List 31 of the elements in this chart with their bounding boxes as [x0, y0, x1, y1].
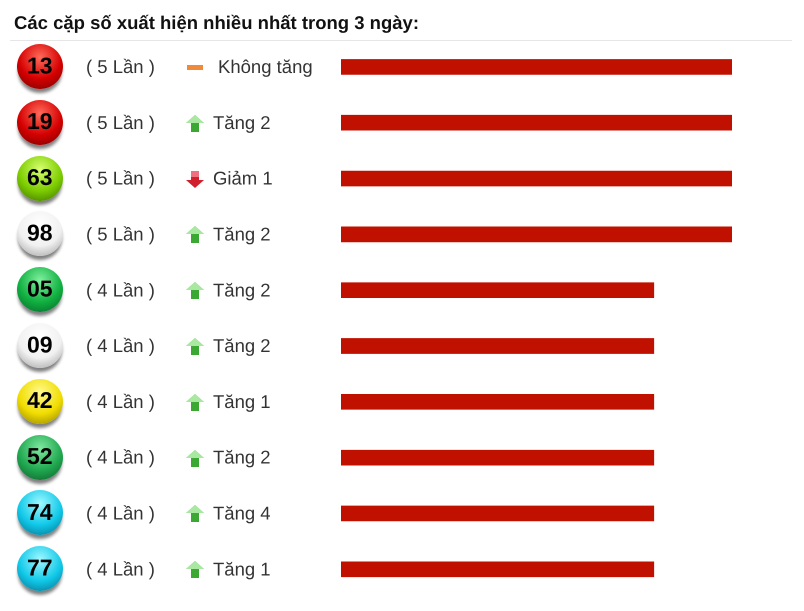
text: Tăng 2 — [213, 279, 271, 300]
y-tick-label: 63 — [27, 164, 53, 190]
data-label: ( 4 Lần ) — [86, 502, 155, 524]
data-label: ( 5 Lần ) — [86, 112, 155, 133]
chart-title: Các cặp số xuất hiện nhiều nhất trong 3 ngày: — [14, 12, 420, 34]
y-tick-label: 52 — [27, 442, 53, 469]
y-tick-label: 05 — [27, 276, 53, 302]
y-tick-label: 13 — [27, 52, 53, 78]
data-label: ( 5 Lần ) — [86, 223, 155, 244]
text: Tăng 2 — [213, 112, 271, 133]
data-label: ( 4 Lần ) — [86, 558, 155, 580]
data-label: ( 4 Lần ) — [86, 279, 155, 300]
y-tick-label: 74 — [27, 498, 53, 525]
text: Không tăng — [218, 56, 313, 78]
text: Tăng 2 — [213, 223, 271, 244]
data-label: ( 5 Lần ) — [86, 168, 155, 189]
text: Tăng 2 — [213, 335, 271, 356]
text: Tăng 4 — [213, 502, 271, 524]
y-tick-label: 98 — [27, 220, 53, 246]
text: Giảm 1 — [213, 168, 273, 189]
text: Tăng 1 — [213, 390, 271, 412]
data-label: ( 4 Lần ) — [86, 335, 155, 356]
text: Tăng 1 — [213, 558, 271, 580]
text: Tăng 2 — [213, 446, 271, 468]
data-label: ( 5 Lần ) — [86, 56, 155, 78]
data-label: ( 4 Lần ) — [86, 390, 155, 412]
y-tick-label: 09 — [27, 331, 53, 358]
data-label: ( 4 Lần ) — [86, 446, 155, 468]
y-tick-label: 19 — [27, 108, 53, 134]
y-tick-label: 77 — [27, 554, 53, 581]
y-tick-label: 42 — [27, 387, 53, 414]
